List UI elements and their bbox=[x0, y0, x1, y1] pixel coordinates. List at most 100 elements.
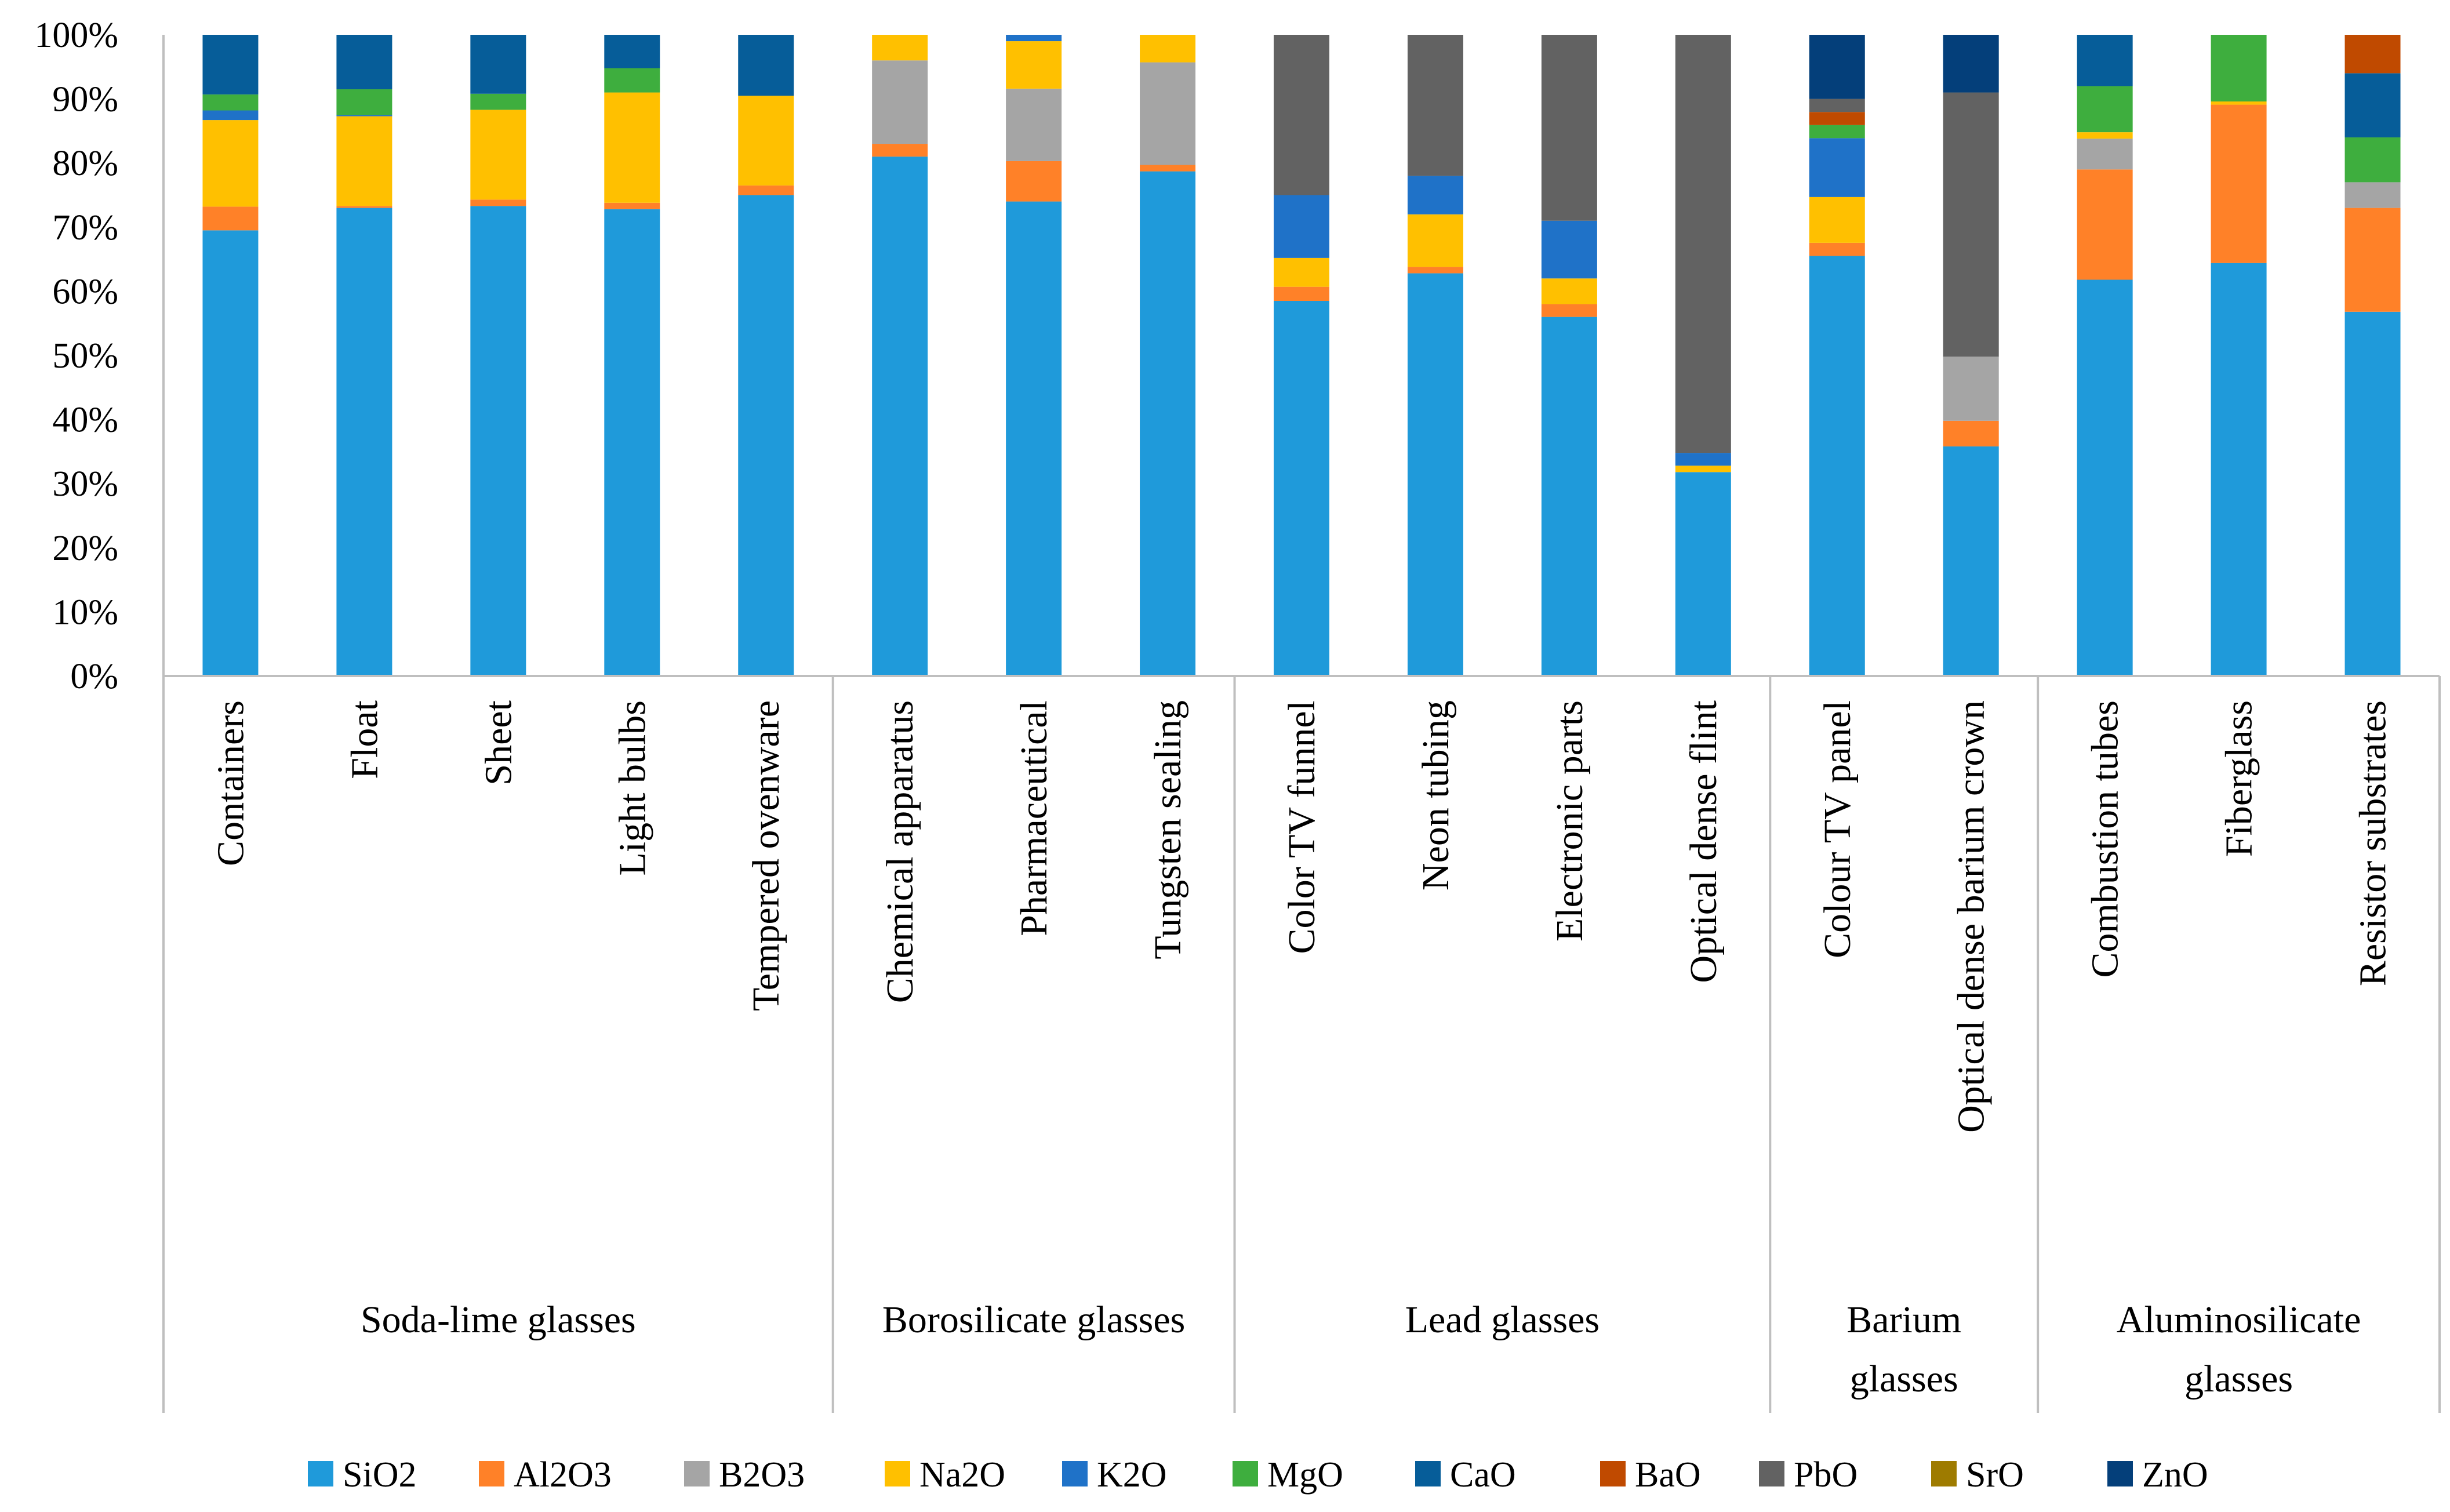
legend-swatch bbox=[1759, 1461, 1784, 1486]
y-tick-label: 40% bbox=[52, 401, 118, 440]
bar-segment-na2o bbox=[604, 92, 660, 203]
bar-segment-al2o3 bbox=[2211, 104, 2267, 263]
bar-segment-pbo bbox=[1541, 35, 1597, 221]
bar-segment-pbo bbox=[1675, 35, 1731, 453]
bar-segment-al2o3 bbox=[1943, 420, 1999, 447]
bar-segment-sio2 bbox=[1943, 446, 1999, 676]
bar-segment-k2o bbox=[336, 115, 392, 117]
bar-segment-sio2 bbox=[2211, 263, 2267, 677]
bar-segment-pbo bbox=[1809, 99, 1865, 112]
bar-segment-sio2 bbox=[336, 208, 392, 676]
legend-item-b2o3: B2O3 bbox=[684, 1455, 805, 1495]
y-tick-label: 20% bbox=[52, 529, 118, 568]
bar-segment-na2o bbox=[1809, 197, 1865, 243]
legend-item-bao: BaO bbox=[1600, 1455, 1701, 1495]
bar-segment-sio2 bbox=[2077, 279, 2133, 676]
bar-segment-cao bbox=[738, 35, 794, 96]
bar-segment-k2o bbox=[1006, 35, 1062, 42]
bar-segment-al2o3 bbox=[336, 206, 392, 208]
y-tick-label: 0% bbox=[70, 657, 118, 696]
bar-segment-sio2 bbox=[1809, 256, 1865, 676]
bar-segment-na2o bbox=[202, 120, 259, 207]
bar-segment-na2o bbox=[1274, 257, 1329, 287]
bar-segment-k2o bbox=[1407, 176, 1463, 215]
legend-label: SiO2 bbox=[343, 1455, 416, 1495]
category-label: Colour TV panel bbox=[1816, 700, 1859, 958]
bar-segment-na2o bbox=[1541, 278, 1597, 304]
bar-segment-mgo bbox=[336, 89, 392, 115]
y-axis-ticks: 0% 10% 20% 30% 40% 50% 60% 70% 80% 90% 100% bbox=[34, 16, 118, 696]
group-label: glasses bbox=[1850, 1358, 1958, 1400]
bar-segment-al2o3 bbox=[470, 199, 526, 206]
bar-segment-mgo bbox=[604, 68, 660, 93]
bar-segment-sio2 bbox=[1140, 171, 1196, 676]
y-tick-label: 60% bbox=[52, 272, 118, 311]
bar-segment-bao bbox=[2344, 35, 2401, 74]
y-tick-label: 90% bbox=[52, 80, 118, 119]
bar-segment-al2o3 bbox=[604, 202, 660, 209]
bar-segment-mgo bbox=[202, 94, 259, 111]
y-tick-label: 10% bbox=[52, 593, 118, 632]
bar-segment-sio2 bbox=[1274, 300, 1329, 676]
axes bbox=[162, 35, 2441, 1413]
bar-segment-pbo bbox=[1943, 92, 1999, 357]
bar-segment-mgo bbox=[1809, 125, 1865, 139]
category-label: Tungsten sealing bbox=[1147, 700, 1189, 959]
category-label: Light bulbs bbox=[611, 700, 653, 876]
legend-swatch bbox=[308, 1461, 333, 1486]
bar-segment-pbo bbox=[1274, 35, 1329, 195]
bar-segment-k2o bbox=[1675, 453, 1731, 466]
legend-swatch bbox=[1600, 1461, 1626, 1486]
bar-segment-b2o3 bbox=[1140, 62, 1196, 165]
category-label: Pharmaceutical bbox=[1013, 700, 1055, 936]
group-label: Aluminosilicate bbox=[2117, 1299, 2361, 1341]
bar-segment-zno bbox=[1943, 35, 1999, 93]
legend-label: Na2O bbox=[919, 1455, 1005, 1495]
bar-segment-sio2 bbox=[738, 195, 794, 676]
category-label: Tempered ovenware bbox=[745, 700, 787, 1011]
bar-segment-b2o3 bbox=[2344, 182, 2401, 208]
bar-segment-al2o3 bbox=[1006, 161, 1062, 202]
bar-segment-b2o3 bbox=[1006, 88, 1062, 161]
bar-segment-mgo bbox=[2344, 137, 2401, 183]
bar-segment-b2o3 bbox=[1943, 357, 1999, 421]
category-label: Containers bbox=[209, 700, 252, 866]
legend-swatch bbox=[1233, 1461, 1258, 1486]
group-label: Lead glasses bbox=[1405, 1299, 1600, 1341]
bar-segment-b2o3 bbox=[872, 60, 928, 144]
category-label: Electronic parts bbox=[1548, 700, 1591, 942]
legend-label: PbO bbox=[1794, 1455, 1858, 1495]
legend-swatch bbox=[1931, 1461, 1957, 1486]
legend-swatch bbox=[1415, 1461, 1441, 1486]
legend-item-sro: SrO bbox=[1931, 1455, 2024, 1495]
legend-item-zno: ZnO bbox=[2107, 1455, 2208, 1495]
legend-item-cao: CaO bbox=[1415, 1455, 1516, 1495]
legend-item-al2o3: Al2O3 bbox=[479, 1455, 612, 1495]
bar-segment-na2o bbox=[470, 110, 526, 200]
bar-segment-al2o3 bbox=[738, 185, 794, 195]
bars bbox=[202, 35, 2401, 677]
legend-swatch bbox=[479, 1461, 504, 1486]
group-label: glasses bbox=[2184, 1358, 2293, 1400]
bar-segment-sio2 bbox=[1407, 273, 1463, 676]
category-label: Combustion tubes bbox=[2084, 700, 2127, 978]
legend-swatch bbox=[885, 1461, 910, 1486]
bar-segment-sio2 bbox=[872, 157, 928, 676]
y-tick-label: 30% bbox=[52, 464, 118, 504]
bar-segment-sio2 bbox=[202, 230, 259, 677]
category-label: Optical dense barium crown bbox=[1950, 700, 1993, 1133]
bar-segment-na2o bbox=[1675, 466, 1731, 472]
bar-segment-k2o bbox=[202, 110, 259, 121]
bar-segment-na2o bbox=[872, 35, 928, 61]
bar-segment-na2o bbox=[738, 96, 794, 186]
bar-segment-al2o3 bbox=[1407, 267, 1463, 274]
bar-segment-cao bbox=[470, 35, 526, 94]
bar-segment-na2o bbox=[2211, 101, 2267, 105]
bar-segment-al2o3 bbox=[2077, 169, 2133, 280]
bar-segment-mgo bbox=[2211, 35, 2267, 102]
y-tick-label: 80% bbox=[52, 144, 118, 183]
legend-label: B2O3 bbox=[719, 1455, 805, 1495]
legend-item-na2o: Na2O bbox=[885, 1455, 1005, 1495]
